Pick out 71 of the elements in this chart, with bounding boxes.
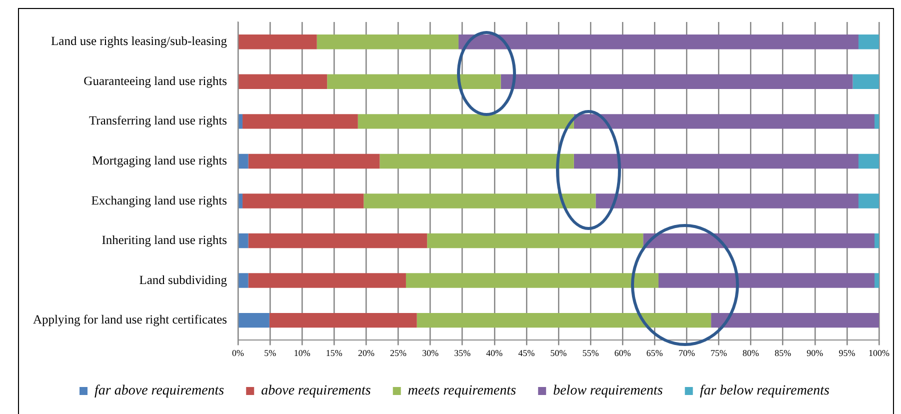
x-tick-label: 10%	[294, 348, 311, 358]
bar	[238, 233, 248, 248]
x-tick-label: 65%	[646, 348, 664, 358]
bar	[248, 273, 406, 288]
bar	[358, 114, 574, 129]
legend-label: above requirements	[261, 384, 372, 399]
y-tick-label: Exchanging land use rights	[91, 193, 228, 208]
x-tick-label: 15%	[326, 348, 343, 358]
x-tick-label: 50%	[550, 348, 568, 358]
bar	[596, 194, 858, 208]
bar	[858, 34, 879, 50]
bar	[874, 273, 879, 288]
x-tick-label: 70%	[678, 348, 696, 358]
bar	[643, 233, 875, 248]
x-tick-label: 5%	[264, 348, 277, 358]
y-tick-label: Transferring land use rights	[88, 114, 228, 128]
bar	[242, 194, 364, 208]
bar	[874, 233, 879, 248]
x-tick-label: 95%	[838, 348, 856, 358]
bar	[458, 34, 858, 50]
x-tick-label: 45%	[518, 348, 536, 358]
x-tick-label: 0%	[232, 348, 245, 358]
bar	[874, 114, 879, 129]
y-tick-label: Mortgaging land use rights	[92, 153, 228, 168]
bar	[658, 273, 875, 288]
bar	[238, 74, 328, 90]
bar	[574, 154, 858, 169]
bar	[238, 114, 243, 129]
x-tick-label: 85%	[774, 348, 792, 358]
y-tick-label: Applying for land use right certificates	[32, 312, 228, 327]
bar	[238, 154, 248, 169]
x-tick-label: 60%	[614, 348, 632, 358]
legend-label: meets requirements	[408, 384, 517, 399]
bar	[238, 34, 317, 50]
bar	[238, 273, 248, 288]
x-tick-label: 75%	[710, 348, 728, 358]
bar	[248, 233, 428, 248]
bar	[316, 34, 459, 50]
legend-label: far above requirements	[94, 384, 225, 399]
bar	[248, 154, 380, 169]
bar	[852, 74, 879, 90]
y-tick-label: Land use rights leasing/sub-leasing	[51, 34, 228, 48]
bar	[380, 154, 574, 169]
x-tick-label: 80%	[742, 348, 760, 358]
bar	[574, 114, 875, 129]
bar	[427, 233, 644, 248]
bar	[406, 273, 659, 288]
bar	[500, 74, 853, 90]
bar	[327, 74, 501, 90]
legend-label: far below requirements	[700, 384, 830, 399]
legend-label: below requirements	[553, 384, 664, 399]
bar	[858, 154, 879, 169]
x-tick-label: 30%	[422, 348, 440, 358]
bar	[416, 312, 712, 328]
y-tick-label: Inheriting land use rights	[102, 233, 228, 248]
bar	[364, 194, 596, 208]
bar	[711, 312, 879, 328]
bar	[269, 312, 417, 328]
x-tick-label: 20%	[358, 348, 375, 358]
y-tick-label: Guaranteeing land use rights	[84, 74, 228, 88]
x-tick-label: 90%	[806, 348, 824, 358]
bar	[242, 114, 358, 129]
y-tick-label: Land subdividing	[139, 272, 228, 287]
bar	[238, 312, 270, 328]
x-tick-label: 40%	[486, 348, 504, 358]
bar	[238, 194, 243, 208]
x-tick-label: 35%	[454, 348, 472, 358]
x-tick-label: 55%	[582, 348, 600, 358]
bar	[858, 194, 879, 208]
x-tick-label: 100%	[868, 348, 890, 358]
x-tick-label: 25%	[390, 348, 408, 358]
